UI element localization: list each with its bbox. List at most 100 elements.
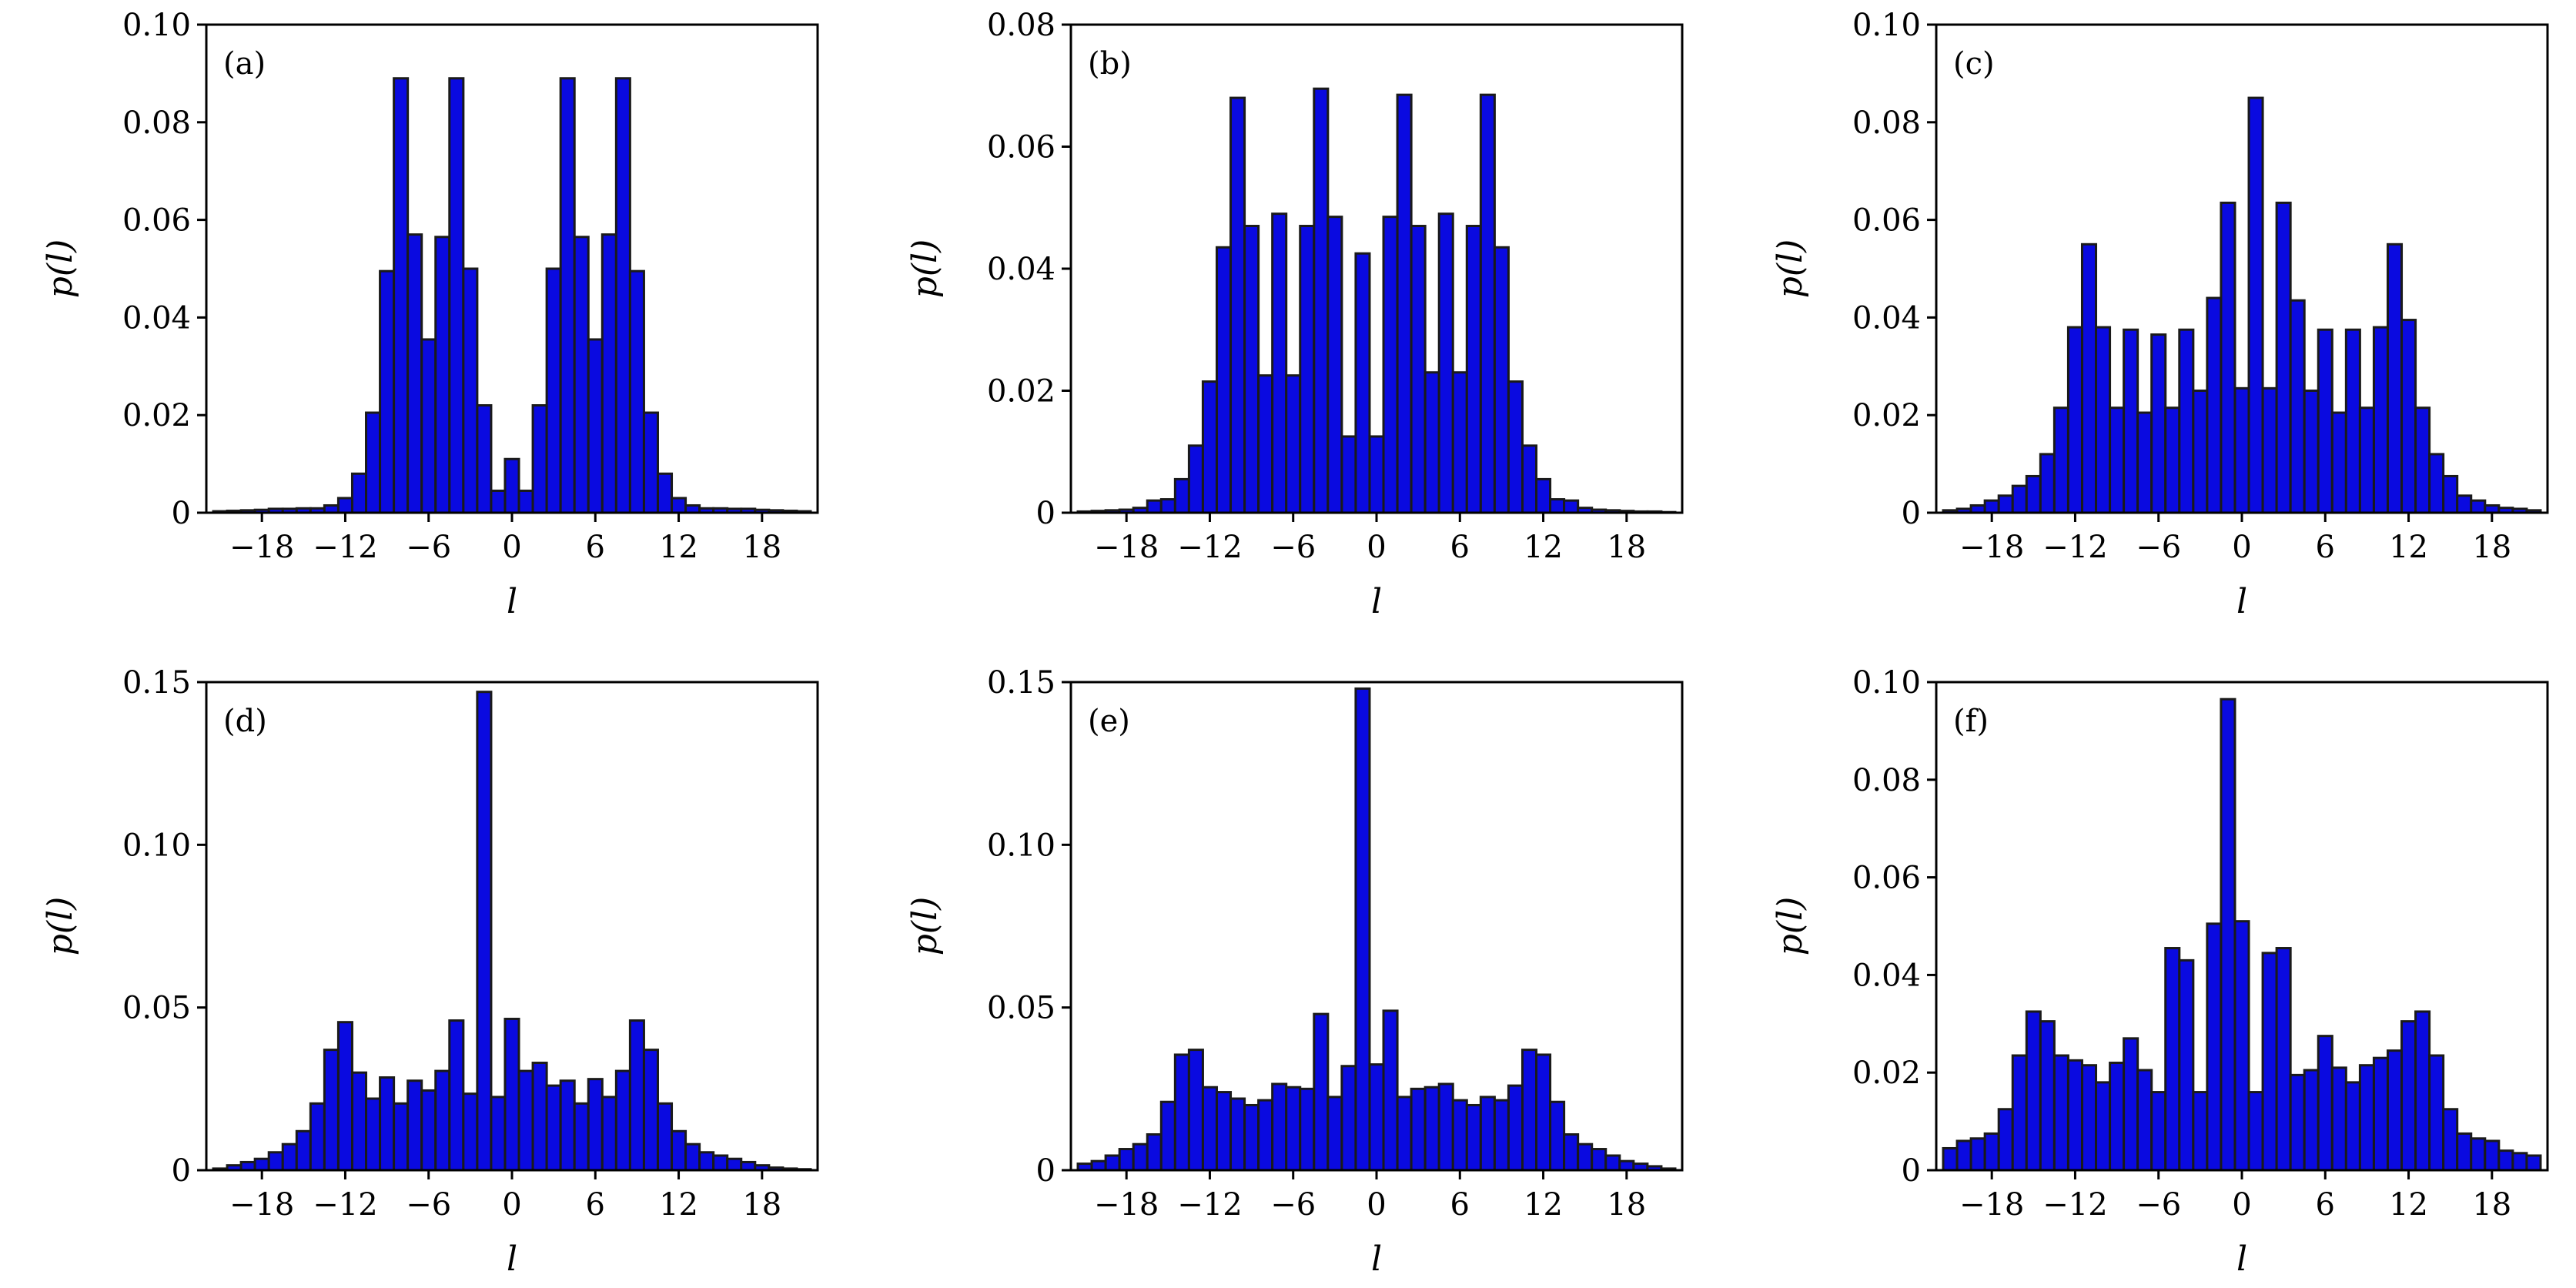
bar xyxy=(2497,1149,2514,1172)
y-tick-label: 0.04 xyxy=(987,252,1055,287)
chart-panel-b: 0 0.02 0.04 0.06 0.08 −18 −12 −6 0 6 12 18 (b) l p(l) xyxy=(905,8,1684,621)
y-tick-label: 0.05 xyxy=(122,991,191,1026)
x-tick-label: 6 xyxy=(586,530,605,565)
bar xyxy=(462,1092,479,1172)
bar xyxy=(476,404,493,514)
bar xyxy=(642,1049,659,1172)
bar xyxy=(1997,494,2014,514)
bar xyxy=(462,267,479,514)
bar xyxy=(2442,1108,2459,1172)
bar xyxy=(1159,498,1176,514)
bar xyxy=(656,472,674,514)
bar xyxy=(2372,1056,2389,1172)
bar xyxy=(434,236,451,514)
x-tick-label: 12 xyxy=(1524,530,1563,565)
bar xyxy=(476,691,493,1172)
bar xyxy=(1451,1099,1468,1172)
bar xyxy=(1132,1142,1149,1172)
bar xyxy=(1257,374,1274,514)
bar xyxy=(365,411,382,514)
bar xyxy=(1521,444,1538,514)
bar xyxy=(1437,1082,1454,1172)
y-tick-label: 0 xyxy=(1902,496,1921,531)
bar xyxy=(2303,390,2320,514)
bar xyxy=(698,1151,715,1172)
y-tick-label: 0 xyxy=(172,496,191,531)
bar xyxy=(2136,411,2153,514)
bar xyxy=(2192,390,2209,514)
x-tick-label: 6 xyxy=(586,1187,605,1223)
bar xyxy=(1215,246,1233,514)
x-tick-label: 12 xyxy=(659,530,698,565)
bar xyxy=(2025,1010,2042,1172)
bar xyxy=(1159,1100,1176,1172)
x-tick-label: 0 xyxy=(1367,1187,1386,1223)
bar xyxy=(1146,1133,1163,1172)
bar xyxy=(726,1157,743,1172)
bar xyxy=(1326,216,1343,514)
bar xyxy=(1983,499,2000,514)
chart-panel-c: 0 0.02 0.04 0.06 0.08 0.10 −18 −12 −6 0 6 12 18 (c) l p… xyxy=(1771,8,2549,621)
bar xyxy=(393,77,410,514)
bar xyxy=(2344,328,2361,514)
bar xyxy=(1410,225,1427,514)
bar xyxy=(1173,1053,1190,1172)
y-tick-label: 0.10 xyxy=(122,8,191,43)
bar xyxy=(1299,225,1316,514)
x-tick-label: −12 xyxy=(1177,1187,1242,1223)
x-tick-label: 6 xyxy=(2316,1187,2335,1223)
bar xyxy=(1173,477,1190,514)
bar xyxy=(2289,1073,2306,1172)
bar xyxy=(1229,1097,1246,1172)
y-tick-label: 0.06 xyxy=(987,130,1055,166)
panel-label: (b) xyxy=(1088,46,1132,82)
bar xyxy=(1382,216,1399,514)
bar xyxy=(2358,1064,2375,1172)
chart-panel-f: 0 0.02 0.04 0.06 0.08 0.10 −18 −12 −6 0 6 12 18 (f) l p… xyxy=(1771,665,2549,1279)
y-tick-label: 0.10 xyxy=(122,828,191,863)
bar xyxy=(1368,1063,1385,1172)
bar xyxy=(1423,1086,1440,1172)
bar xyxy=(2414,1010,2431,1172)
y-tick-label: 0.06 xyxy=(122,203,191,239)
bar xyxy=(2247,1091,2264,1172)
bar xyxy=(1423,371,1440,514)
x-tick-label: 12 xyxy=(659,1187,698,1223)
panel-label: (d) xyxy=(223,704,267,739)
bar xyxy=(448,77,465,514)
bar xyxy=(2484,1139,2501,1172)
bar xyxy=(671,1129,687,1172)
bar xyxy=(1955,1139,1972,1172)
bar xyxy=(2206,296,2223,514)
bar xyxy=(2220,698,2236,1172)
bar xyxy=(2275,947,2292,1172)
chart-panel-e: 0 0.05 0.10 0.15 −18 −12 −6 0 6 12 18 (e) l p(l) xyxy=(905,665,1684,1279)
bar xyxy=(2052,1054,2069,1172)
y-tick-label: 0.04 xyxy=(1852,958,1921,993)
bar xyxy=(1340,435,1357,514)
bar xyxy=(2442,474,2459,514)
bar xyxy=(1479,93,1496,514)
x-tick-label: 18 xyxy=(1607,1187,1646,1223)
bar xyxy=(1090,1159,1107,1172)
bar xyxy=(2525,1154,2542,1172)
bar xyxy=(2358,406,2375,514)
bar xyxy=(1382,1009,1399,1172)
panel-label: (c) xyxy=(1953,46,1995,82)
bar xyxy=(1618,1159,1635,1172)
x-tick-label: −18 xyxy=(1094,1187,1159,1223)
bar xyxy=(2123,1037,2139,1172)
bar xyxy=(573,1102,590,1172)
x-tick-label: −18 xyxy=(1094,530,1159,565)
bar xyxy=(1299,1087,1316,1172)
bar xyxy=(1563,1133,1580,1172)
bar xyxy=(2095,1081,2112,1172)
bar xyxy=(1285,1086,1302,1172)
bar xyxy=(2261,952,2278,1172)
x-tick-label: −12 xyxy=(2042,530,2107,565)
bar xyxy=(1243,1103,1260,1172)
x-axis-label: l xyxy=(2236,582,2247,621)
x-tick-label: −6 xyxy=(2136,1187,2181,1223)
bar xyxy=(601,1096,617,1172)
